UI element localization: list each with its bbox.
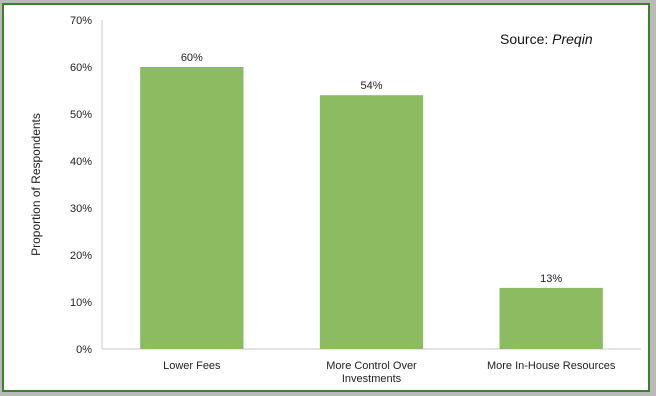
- bar: [319, 95, 424, 349]
- y-tick-labels: 0% 10% 20% 30% 40% 50% 60% 70%: [70, 15, 92, 356]
- category-label: More In-House Resources: [487, 360, 616, 372]
- bar: [499, 287, 603, 349]
- category-label: More Control Over Investments: [326, 360, 417, 385]
- source-prefix: Source:: [500, 31, 552, 47]
- bar-chart: 0% 10% 20% 30% 40% 50% 60% 70% 60% 54% 13% Lower …: [29, 15, 641, 385]
- data-label: 54%: [360, 80, 382, 92]
- y-tick-label: 30%: [70, 203, 92, 215]
- y-tick-label: 40%: [70, 156, 92, 168]
- category-labels: Lower Fees More Control Over Investments Mo…: [163, 360, 616, 385]
- data-label: 60%: [181, 52, 203, 64]
- y-tick-label: 0%: [76, 344, 92, 356]
- y-tick-label: 20%: [70, 250, 92, 262]
- y-tick-label: 70%: [70, 15, 92, 27]
- chart-frame: 0% 10% 20% 30% 40% 50% 60% 70% 60% 54% 13% Lower …: [2, 3, 650, 392]
- bar: [140, 67, 244, 349]
- source-note: Source: Preqin: [500, 31, 593, 47]
- data-labels: 60% 54% 13%: [181, 52, 563, 285]
- source-name: Preqin: [552, 31, 593, 47]
- y-tick-label: 10%: [70, 297, 92, 309]
- data-label: 13%: [540, 273, 562, 285]
- category-label: Lower Fees: [163, 360, 221, 372]
- y-axis-label: Proportion of Respondents: [29, 113, 43, 256]
- y-tick-label: 60%: [70, 62, 92, 74]
- y-tick-label: 50%: [70, 109, 92, 121]
- bars: [140, 67, 603, 349]
